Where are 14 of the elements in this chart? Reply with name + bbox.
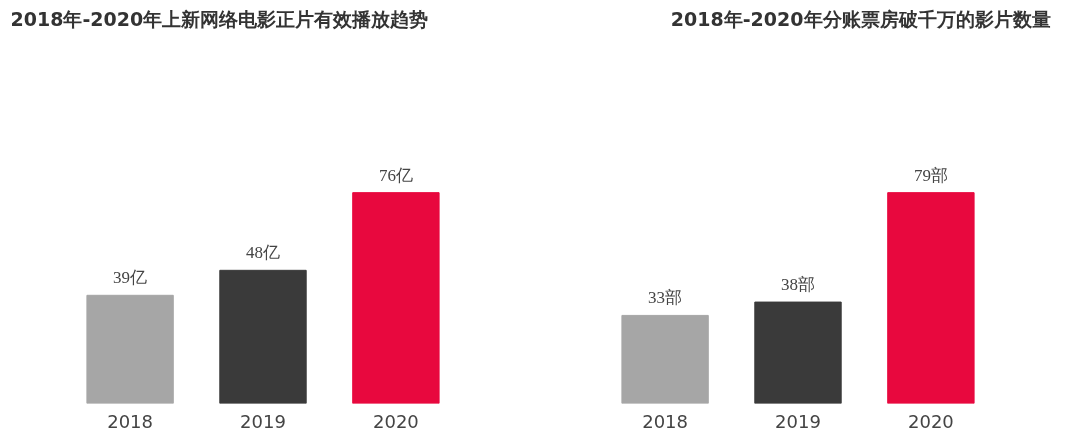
x-tick-label: 2018: [642, 410, 689, 432]
data-label: 48亿: [246, 243, 280, 263]
x-tick-label: 2018: [107, 410, 154, 432]
data-label: 39亿: [113, 268, 148, 288]
chart-title: 2018年-2020年上新网络电影正片有效播放趋势: [10, 7, 429, 30]
data-label: 38部: [781, 275, 815, 295]
x-tick-label: 2019: [240, 410, 286, 432]
x-tick-label: 2020: [907, 410, 954, 432]
x-tick-label: 2019: [775, 410, 821, 432]
data-label: 76亿: [378, 165, 413, 185]
chart-title: 2018年-2020年分账票房破千万的影片数量: [670, 7, 1051, 30]
data-label: 33部: [648, 288, 683, 308]
x-tick-label: 2020: [372, 410, 419, 432]
data-label: 79部: [913, 165, 948, 185]
